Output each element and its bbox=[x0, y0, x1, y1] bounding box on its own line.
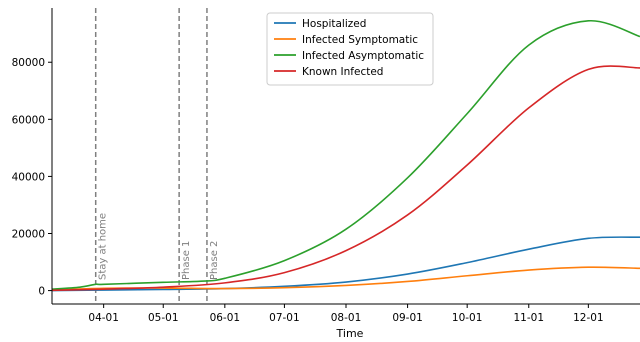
legend-box bbox=[266, 12, 434, 86]
annotation-label: Phase 1 bbox=[181, 241, 192, 280]
x-tick-label: 05-01 bbox=[148, 312, 179, 324]
legend-entry: Infected Asymptomatic bbox=[302, 50, 424, 62]
series-line-hospitalized bbox=[51, 236, 640, 292]
series-line-infected-asymptomatic bbox=[51, 20, 640, 290]
x-tick-label: 06-01 bbox=[210, 312, 241, 324]
legend-entry: Hospitalized bbox=[302, 18, 366, 30]
x-tick-label: 09-01 bbox=[392, 312, 423, 324]
x-axis-label: Time bbox=[336, 327, 364, 340]
x-tick-label: 08-01 bbox=[331, 312, 362, 324]
x-tick-label: 10-01 bbox=[452, 312, 483, 324]
y-tick-label: 60000 bbox=[12, 114, 45, 126]
legend: Hospitalized Infected Symptomatic Infected… bbox=[266, 12, 434, 86]
annotation-label: Phase 2 bbox=[209, 241, 220, 280]
y-tick-label: 40000 bbox=[12, 171, 45, 183]
x-tick-label: 04-01 bbox=[88, 312, 119, 324]
series-line-infected-symptomatic bbox=[51, 266, 640, 291]
axes-layer: 0 20000 40000 60000 80000 04-01 05-01 06-01 07-0… bbox=[12, 8, 640, 324]
x-tick-label: 11-01 bbox=[513, 312, 544, 324]
legend-entry: Known Infected bbox=[302, 66, 383, 78]
y-tick-label: 0 bbox=[38, 286, 45, 298]
legend-entry: Infected Symptomatic bbox=[302, 34, 418, 46]
annotation-layer: Stay at home Phase 1 Phase 2 bbox=[94, 8, 220, 304]
series-layer bbox=[51, 20, 640, 292]
y-tick-label: 80000 bbox=[12, 57, 45, 69]
series-line-known-infected bbox=[51, 65, 640, 292]
x-tick-label: 07-01 bbox=[269, 312, 300, 324]
annotation-label: Stay at home bbox=[98, 213, 109, 280]
x-tick-label: 12-01 bbox=[573, 312, 604, 324]
y-tick-label: 20000 bbox=[12, 228, 45, 240]
